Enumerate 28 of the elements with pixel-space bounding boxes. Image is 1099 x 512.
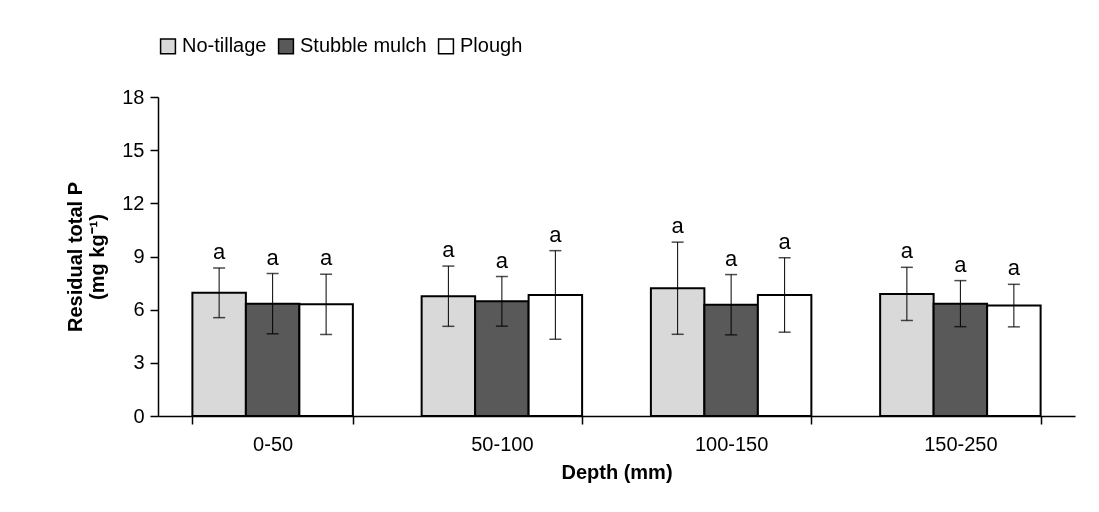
y-tick-label: 18: [122, 85, 145, 108]
legend-label: No-tillage: [182, 34, 267, 57]
y-tick-label: 9: [133, 245, 145, 267]
data-label: a: [549, 221, 563, 247]
y-axis-title: Residual total P (mg kg⁻¹): [64, 181, 109, 333]
x-axis-title: Depth (mm): [561, 460, 673, 483]
data-label: a: [1007, 255, 1021, 281]
data-label: a: [954, 251, 968, 277]
data-label: a: [213, 239, 227, 265]
data-label: a: [442, 237, 456, 263]
data-label: a: [725, 245, 738, 271]
x-tick-label: 50-100: [471, 432, 534, 455]
data-label: a: [900, 238, 914, 264]
x-tick-label: 150-250: [924, 432, 998, 455]
x-tick-label: 0-50: [253, 432, 294, 455]
data-label: a: [495, 247, 509, 273]
data-label: a: [671, 213, 685, 239]
y-tick-label: 0: [133, 404, 145, 427]
legend-label: Stubble mulch: [300, 34, 427, 57]
y-tick-label: 12: [122, 191, 145, 214]
data-label: a: [266, 244, 280, 270]
data-label: a: [319, 245, 333, 271]
y-tick-label: 6: [133, 298, 145, 321]
legend-label: Plough: [460, 34, 523, 57]
y-tick-label: 15: [122, 138, 145, 161]
y-tick-label: 3: [133, 351, 145, 374]
data-label: a: [778, 228, 792, 254]
x-tick-label: 100-150: [694, 432, 769, 455]
